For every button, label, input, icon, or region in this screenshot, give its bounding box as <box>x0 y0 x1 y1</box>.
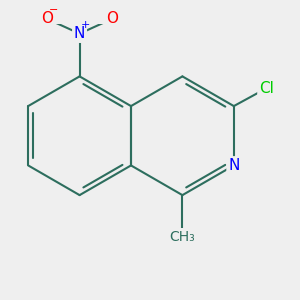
Text: O: O <box>106 11 118 26</box>
Text: O: O <box>41 11 53 26</box>
Text: N: N <box>228 158 239 173</box>
Text: +: + <box>81 20 91 30</box>
Text: CH₃: CH₃ <box>169 230 195 244</box>
Text: N: N <box>74 26 85 41</box>
Text: −: − <box>48 5 58 15</box>
Text: Cl: Cl <box>259 81 274 96</box>
